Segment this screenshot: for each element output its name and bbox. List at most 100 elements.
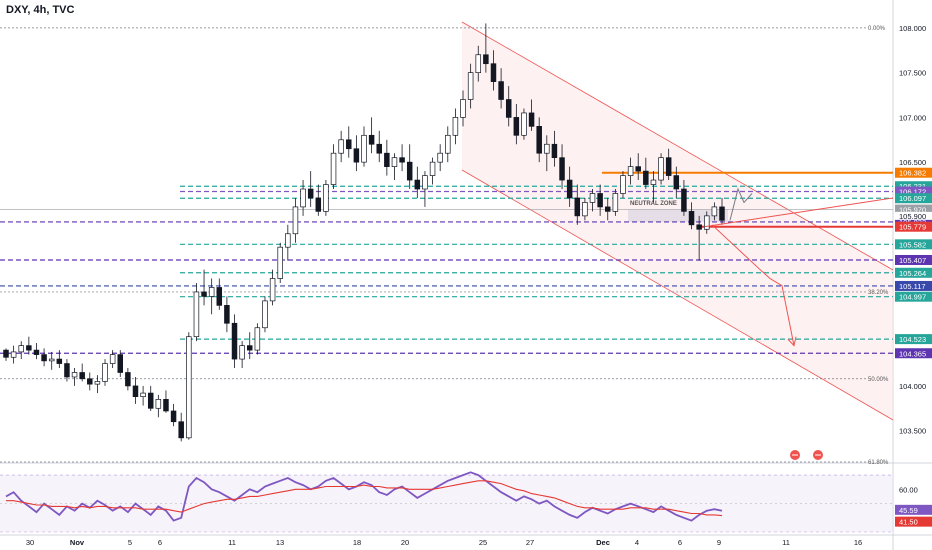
level-flag-1 [895, 181, 932, 192]
fib-label-3: 61.80% [868, 460, 889, 466]
x-tick-12: 6 [678, 538, 682, 547]
candle-body-28 [216, 287, 223, 306]
candle-body-56 [429, 161, 436, 176]
candle-body-71 [544, 143, 550, 154]
candle-body-52 [399, 157, 405, 163]
level-label-4: 105.970 [899, 206, 926, 215]
rsi-signal-line [6, 480, 723, 517]
level-flag-13 [895, 348, 932, 359]
candle-body-29 [224, 305, 230, 324]
candle-body-10 [79, 372, 85, 380]
candle-body-18 [140, 392, 146, 398]
candle-body-1 [10, 351, 17, 358]
candle-body-31 [239, 345, 245, 360]
candle-body-43 [330, 152, 337, 185]
candle-body-67 [513, 117, 520, 136]
x-tick-7: 20 [401, 538, 409, 547]
fib-label-2: 50.00% [868, 377, 889, 383]
rsi-signal-label: 41.50 [899, 518, 918, 527]
candle-body-76 [582, 202, 588, 217]
rsi-signal-flag [895, 516, 932, 527]
level-label-9: 105.264 [899, 269, 926, 278]
x-tick-4: 11 [228, 538, 236, 547]
candle-body-93 [711, 206, 718, 217]
candle-body-78 [597, 193, 603, 208]
candle-body-4 [33, 349, 40, 355]
candle-body-14 [109, 354, 116, 364]
level-flag-8 [895, 254, 932, 265]
candle-body-92 [704, 215, 710, 230]
candle-body-17 [132, 385, 139, 398]
candle-body-65 [498, 81, 504, 100]
price-tick-1: 107.500 [899, 69, 926, 78]
candle-body-86 [658, 157, 664, 181]
x-tick-5: 13 [276, 538, 284, 547]
candle-body-82 [627, 166, 634, 176]
candle-body-87 [665, 157, 672, 176]
x-tick-1: Nov [70, 538, 85, 547]
x-tick-2: 5 [128, 538, 132, 547]
price-tick-2: 107.000 [899, 113, 926, 122]
candle-body-23 [178, 421, 184, 439]
candle-body-57 [437, 152, 443, 163]
level-label-0: 106.382 [899, 169, 926, 178]
fib-label-1: 38.20% [868, 290, 889, 296]
rsi-value-flag [895, 504, 932, 515]
candle-body-69 [528, 112, 535, 127]
candle-body-26 [201, 291, 207, 297]
level-label-13: 104.365 [899, 349, 926, 358]
candle-body-58 [445, 134, 451, 154]
candle-body-89 [681, 188, 687, 212]
candle-body-5 [41, 354, 47, 362]
level-flag-9 [895, 267, 932, 278]
candle-body-8 [64, 363, 70, 378]
candle-body-84 [643, 170, 649, 185]
candle-body-85 [650, 179, 657, 185]
candle-body-15 [117, 354, 124, 373]
candle-body-22 [170, 410, 177, 423]
level-label-12: 104.523 [899, 335, 926, 344]
candle-body-53 [406, 161, 413, 181]
candle-body-12 [94, 381, 101, 385]
candle-body-45 [346, 139, 352, 150]
level-label-3: 106.097 [899, 194, 926, 203]
candle-body-44 [338, 139, 344, 154]
x-tick-10: Dec [596, 538, 610, 547]
last-price-label: 105.900 [899, 212, 926, 221]
candle-body-7 [56, 358, 63, 364]
candle-body-33 [254, 327, 261, 351]
candle-body-24 [186, 336, 192, 439]
candle-body-55 [422, 175, 428, 190]
rsi-value-label: 45.59 [899, 506, 918, 515]
candle-body-19 [147, 392, 154, 409]
candle-body-49 [376, 143, 382, 154]
x-tick-3: 6 [158, 538, 162, 547]
candle-body-39 [300, 188, 306, 208]
candle-body-27 [208, 287, 215, 297]
candle-body-94 [719, 206, 725, 221]
price-tick-3: 106.500 [899, 158, 926, 167]
x-tick-8: 25 [479, 538, 487, 547]
x-tick-15: 16 [854, 538, 862, 547]
level-flag-4 [895, 204, 932, 215]
candle-body-11 [87, 378, 93, 385]
candle-body-0 [3, 349, 9, 358]
candle-body-54 [414, 179, 421, 190]
candle-body-61 [467, 72, 474, 100]
candle-body-21 [163, 398, 169, 412]
symbol-label: DXY, 4h, TVC [6, 4, 75, 16]
candle-body-90 [688, 211, 695, 226]
level-flag-7 [895, 239, 932, 250]
candle-body-64 [490, 63, 497, 82]
candle-body-3 [26, 345, 32, 351]
candle-body-35 [269, 278, 276, 302]
projection-path-down [711, 224, 795, 346]
candle-body-40 [307, 188, 314, 199]
level-flag-10 [895, 280, 932, 291]
level-label-8: 105.407 [899, 256, 926, 265]
candle-body-34 [262, 300, 268, 329]
candle-body-16 [125, 372, 131, 387]
level-label-2: 106.172 [899, 188, 926, 197]
projection-path-up [729, 187, 753, 221]
price-tick-0: 108.000 [899, 24, 926, 33]
